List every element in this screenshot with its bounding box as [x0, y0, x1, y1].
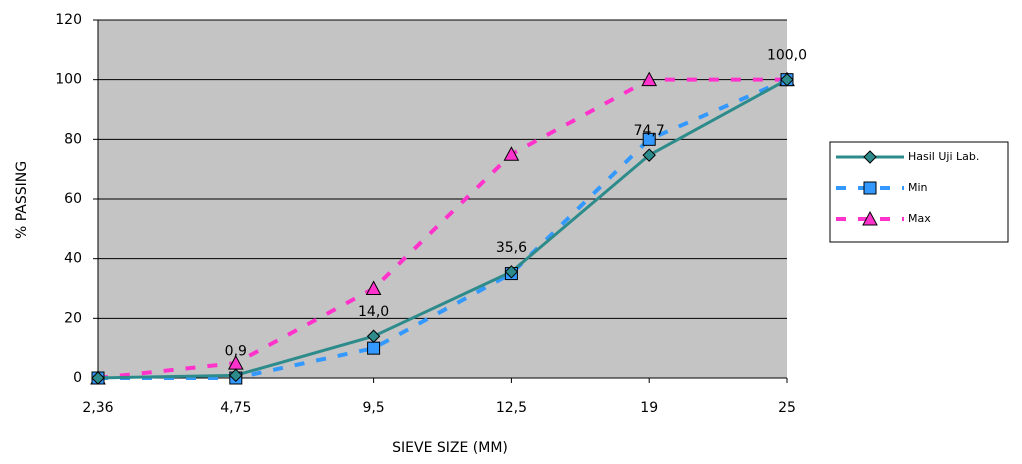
x-tick-label: 2,36 [82, 400, 113, 416]
legend-label: Min [908, 181, 928, 194]
value-label: 0,9 [225, 343, 247, 359]
chart: SIEVE SIZE (MM) % PASSING 0 20 40 60 80 100 12… [0, 0, 1022, 464]
y-tick-label: 80 [64, 131, 82, 147]
y-tick-label: 100 [55, 72, 82, 88]
x-tick-label: 4,75 [220, 400, 251, 416]
value-label: 74,7 [634, 123, 665, 139]
legend-label: Max [908, 212, 931, 225]
x-tick-label: 12,5 [496, 400, 527, 416]
y-tick-label: 20 [64, 310, 82, 326]
y-tick-label: 40 [64, 251, 82, 267]
value-label: 100,0 [767, 48, 807, 64]
y-tick-label: 120 [55, 12, 82, 28]
x-axis-title: SIEVE SIZE (MM) [392, 440, 508, 456]
legend-marker [864, 182, 876, 194]
x-tick-label: 19 [640, 400, 658, 416]
x-tick-label: 25 [778, 400, 796, 416]
y-tick-label: 60 [64, 191, 82, 207]
y-axis-title: % PASSING [14, 161, 30, 239]
value-label: 35,6 [496, 240, 527, 256]
x-tick-label: 9,5 [362, 400, 384, 416]
legend-label: Hasil Uji Lab. [908, 150, 979, 163]
value-label: 14,0 [358, 304, 389, 320]
point [368, 342, 380, 354]
y-tick-label: 0 [73, 370, 82, 386]
